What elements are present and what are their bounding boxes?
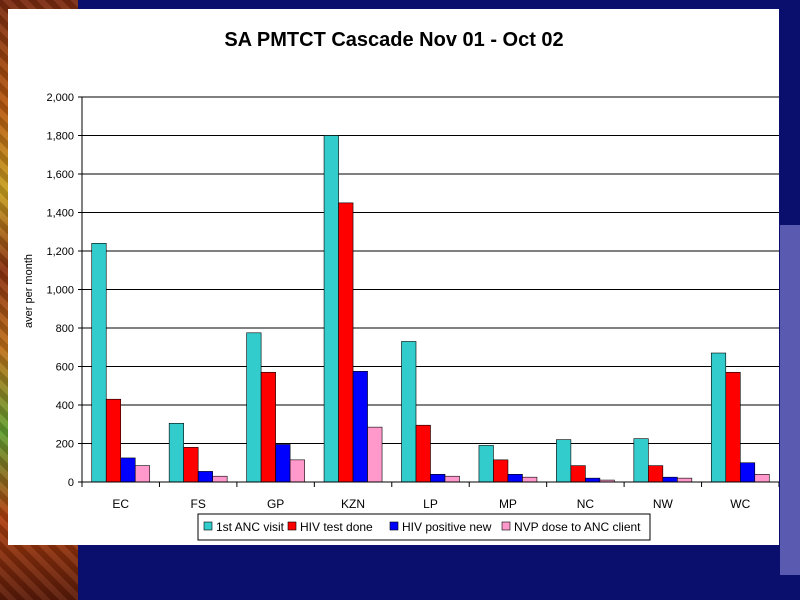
bar-mp-series-3 [507, 473, 523, 483]
bar-mp-series-2 [493, 459, 509, 483]
bar-mp-series-1 [478, 445, 494, 483]
legend-swatch [203, 521, 213, 531]
x-category-label: KZN [341, 497, 365, 511]
bar-kzn-series-4 [367, 426, 383, 483]
y-tick-label: 400 [56, 400, 74, 412]
bar-nw-series-3 [662, 476, 678, 483]
bar-fs-series-2 [183, 447, 199, 483]
y-axis-label: aver per month [23, 254, 35, 328]
background-right-strip [780, 225, 800, 575]
bar-ec-series-1 [91, 243, 107, 483]
bar-nw-series-4 [677, 477, 693, 483]
x-axis-ticks: EC FS GP KZN LP MP NC NW WC [81, 482, 779, 511]
bar-nc-series-2 [570, 465, 586, 483]
bar-kzn-series-2 [338, 202, 354, 483]
x-category-label: EC [112, 497, 129, 511]
bar-ec-series-3 [120, 457, 136, 483]
bar-nw-series-1 [633, 438, 649, 483]
bar-gp-series-1 [246, 332, 262, 483]
bar-wc-series-3 [739, 462, 756, 483]
y-tick-label: 0 [68, 477, 74, 489]
y-tick-label: 200 [56, 439, 74, 451]
bar-wc-series-1 [710, 352, 727, 483]
bar-fs-series-4 [212, 475, 228, 483]
bar-chart: SA PMTCT Cascade Nov 01 - Oct 02 aver pe… [23, 29, 779, 541]
x-category-label: LP [423, 497, 438, 511]
gridlines [82, 96, 779, 444]
y-tick-label: 1,200 [46, 246, 74, 258]
x-category-label: MP [499, 497, 517, 511]
bars [91, 135, 770, 483]
y-tick-label: 1,800 [46, 131, 74, 143]
x-category-label: NW [653, 497, 674, 511]
x-category-label: FS [190, 497, 205, 511]
legend-swatch [389, 521, 399, 531]
legend-box [197, 513, 651, 541]
legend-entry: HIV positive new [402, 520, 492, 534]
legend-swatch [501, 521, 511, 531]
y-tick-label: 1,000 [46, 285, 74, 297]
legend-entry: HIV test done [300, 520, 373, 534]
x-category-label: GP [267, 497, 284, 511]
bar-ec-series-2 [105, 398, 122, 483]
y-tick-label: 2,000 [46, 92, 74, 104]
legend-entry: NVP dose to ANC client [514, 520, 641, 534]
bar-nw-series-2 [648, 465, 664, 483]
bar-lp-series-1 [401, 341, 417, 483]
chart-title: SA PMTCT Cascade Nov 01 - Oct 02 [224, 29, 563, 51]
bar-gp-series-3 [275, 444, 291, 483]
bar-wc-series-2 [725, 371, 741, 483]
bar-ec-series-4 [134, 465, 151, 483]
bar-kzn-series-3 [352, 371, 368, 483]
x-category-label: NC [577, 497, 595, 511]
y-tick-label: 1,400 [46, 208, 74, 220]
x-category-label: WC [730, 497, 750, 511]
bar-gp-series-2 [260, 371, 276, 483]
axes [81, 97, 779, 483]
bar-wc-series-4 [754, 473, 770, 483]
legend-swatch [287, 521, 297, 531]
bar-fs-series-1 [168, 422, 184, 483]
bar-lp-series-4 [444, 475, 460, 483]
bar-nc-series-1 [556, 439, 572, 483]
bar-fs-series-3 [197, 471, 213, 483]
y-axis-ticks: 0 200 400 600 800 1,000 1,200 1,400 1,600 1,800 2,… [46, 92, 82, 489]
bar-mp-series-4 [522, 476, 538, 483]
chart-panel: SA PMTCT Cascade Nov 01 - Oct 02 aver pe… [8, 9, 779, 545]
bar-lp-series-2 [415, 424, 431, 483]
y-tick-label: 1,600 [46, 169, 74, 181]
y-tick-label: 600 [56, 362, 74, 374]
bar-gp-series-4 [289, 459, 305, 483]
bar-nc-series-3 [585, 477, 601, 483]
legend-entry: 1st ANC visit [216, 520, 285, 534]
bar-lp-series-3 [430, 473, 446, 483]
bar-kzn-series-1 [323, 135, 339, 483]
legend: 1st ANC visit HIV test done HIV positive n… [197, 513, 651, 541]
y-tick-label: 800 [56, 323, 74, 335]
